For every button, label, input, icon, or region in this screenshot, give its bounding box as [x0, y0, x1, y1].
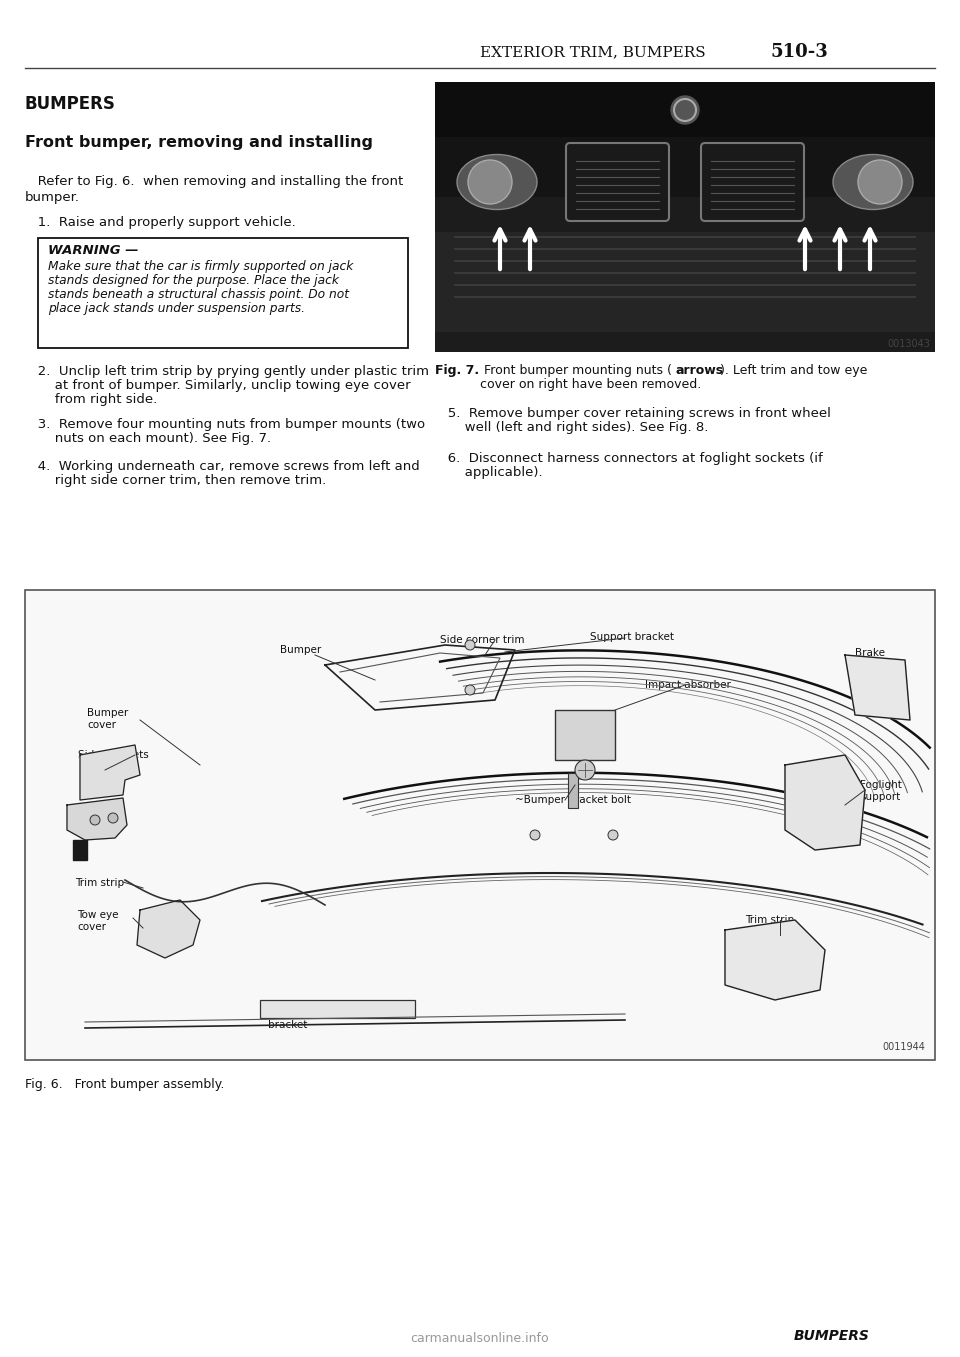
Bar: [38, 237, 408, 347]
Circle shape: [468, 160, 512, 204]
Text: 0013043: 0013043: [887, 339, 930, 349]
Text: 510-3: 510-3: [770, 43, 828, 61]
Circle shape: [858, 160, 902, 204]
Polygon shape: [73, 840, 87, 860]
Text: 6.  Disconnect harness connectors at foglight sockets (if: 6. Disconnect harness connectors at fogl…: [435, 452, 823, 465]
Text: License plate
bracket: License plate bracket: [268, 1008, 337, 1030]
Text: well (left and right sides). See Fig. 8.: well (left and right sides). See Fig. 8.: [435, 421, 708, 434]
Circle shape: [608, 830, 618, 840]
Text: 5.  Remove bumper cover retaining screws in front wheel: 5. Remove bumper cover retaining screws …: [435, 407, 830, 421]
Text: applicable).: applicable).: [435, 465, 542, 479]
Bar: [568, 773, 578, 807]
Circle shape: [671, 96, 699, 123]
Ellipse shape: [457, 155, 537, 209]
Text: Side corner trim: Side corner trim: [440, 635, 524, 645]
Text: carmanualsonline.info: carmanualsonline.info: [411, 1333, 549, 1345]
Text: Fig. 7.: Fig. 7.: [435, 364, 479, 377]
Circle shape: [90, 816, 100, 825]
Polygon shape: [80, 745, 140, 801]
Text: Make sure that the car is firmly supported on jack: Make sure that the car is firmly support…: [48, 261, 353, 273]
Text: 2.  Unclip left trim strip by prying gently under plastic trim: 2. Unclip left trim strip by prying gent…: [25, 365, 429, 379]
Text: stands beneath a structural chassis point. Do not: stands beneath a structural chassis poin…: [48, 288, 349, 301]
Text: 4.  Working underneath car, remove screws from left and: 4. Working underneath car, remove screws…: [25, 460, 420, 474]
Text: WARNING —: WARNING —: [48, 244, 138, 256]
Text: nuts on each mount). See Fig. 7.: nuts on each mount). See Fig. 7.: [25, 432, 271, 445]
Bar: [435, 232, 935, 332]
Text: place jack stands under suspension parts.: place jack stands under suspension parts…: [48, 303, 305, 315]
Text: ). Left trim and tow eye: ). Left trim and tow eye: [720, 364, 868, 377]
Text: 3.  Remove four mounting nuts from bumper mounts (two: 3. Remove four mounting nuts from bumper…: [25, 418, 425, 432]
Text: Refer to Fig. 6.  when removing and installing the front: Refer to Fig. 6. when removing and insta…: [25, 175, 403, 189]
Circle shape: [108, 813, 118, 822]
Text: Trim strip: Trim strip: [75, 878, 124, 887]
Polygon shape: [137, 900, 200, 958]
Bar: [25, 590, 935, 1060]
Text: ~Bumper bracket bolt: ~Bumper bracket bolt: [515, 795, 631, 805]
Bar: [435, 81, 935, 351]
Ellipse shape: [833, 155, 913, 209]
Text: right side corner trim, then remove trim.: right side corner trim, then remove trim…: [25, 474, 326, 487]
Text: arrows: arrows: [675, 364, 723, 377]
Text: Bumper
cover: Bumper cover: [87, 708, 129, 730]
Bar: [435, 137, 935, 197]
Text: Support bracket: Support bracket: [590, 632, 674, 642]
Polygon shape: [67, 798, 127, 840]
Text: Foglight
support: Foglight support: [860, 780, 901, 802]
Text: BUMPERS: BUMPERS: [25, 95, 116, 113]
Circle shape: [465, 641, 475, 650]
Text: Tow eye
cover: Tow eye cover: [77, 911, 118, 932]
Text: Trim strip: Trim strip: [745, 915, 794, 925]
Text: bumper.: bumper.: [25, 191, 80, 204]
Polygon shape: [725, 920, 825, 1000]
Text: 1.  Raise and properly support vehicle.: 1. Raise and properly support vehicle.: [25, 216, 296, 229]
Text: Impact absorber: Impact absorber: [645, 680, 731, 689]
Circle shape: [530, 830, 540, 840]
Circle shape: [465, 685, 475, 695]
Text: cover on right have been removed.: cover on right have been removed.: [480, 379, 701, 391]
Text: Bumper: Bumper: [280, 645, 322, 655]
Text: BUMPERS: BUMPERS: [794, 1329, 870, 1343]
Text: stands designed for the purpose. Place the jack: stands designed for the purpose. Place t…: [48, 274, 339, 286]
Bar: [435, 81, 935, 137]
FancyBboxPatch shape: [701, 142, 804, 221]
Text: Front bumper, removing and installing: Front bumper, removing and installing: [25, 134, 373, 151]
Text: Side brackets: Side brackets: [78, 750, 149, 760]
Bar: [260, 1000, 415, 1018]
Text: at front of bumper. Similarly, unclip towing eye cover: at front of bumper. Similarly, unclip to…: [25, 379, 411, 392]
Text: Front bumper mounting nuts (: Front bumper mounting nuts (: [480, 364, 672, 377]
Text: from right side.: from right side.: [25, 394, 157, 406]
Text: Fig. 6.   Front bumper assembly.: Fig. 6. Front bumper assembly.: [25, 1077, 225, 1091]
FancyBboxPatch shape: [566, 142, 669, 221]
Circle shape: [575, 760, 595, 780]
Bar: [555, 710, 615, 760]
Text: 0011944: 0011944: [882, 1042, 925, 1052]
Polygon shape: [785, 754, 865, 849]
Text: EXTERIOR TRIM, BUMPERS: EXTERIOR TRIM, BUMPERS: [480, 45, 706, 58]
Text: Brake
cooling
duct: Brake cooling duct: [855, 649, 893, 681]
Polygon shape: [845, 655, 910, 721]
